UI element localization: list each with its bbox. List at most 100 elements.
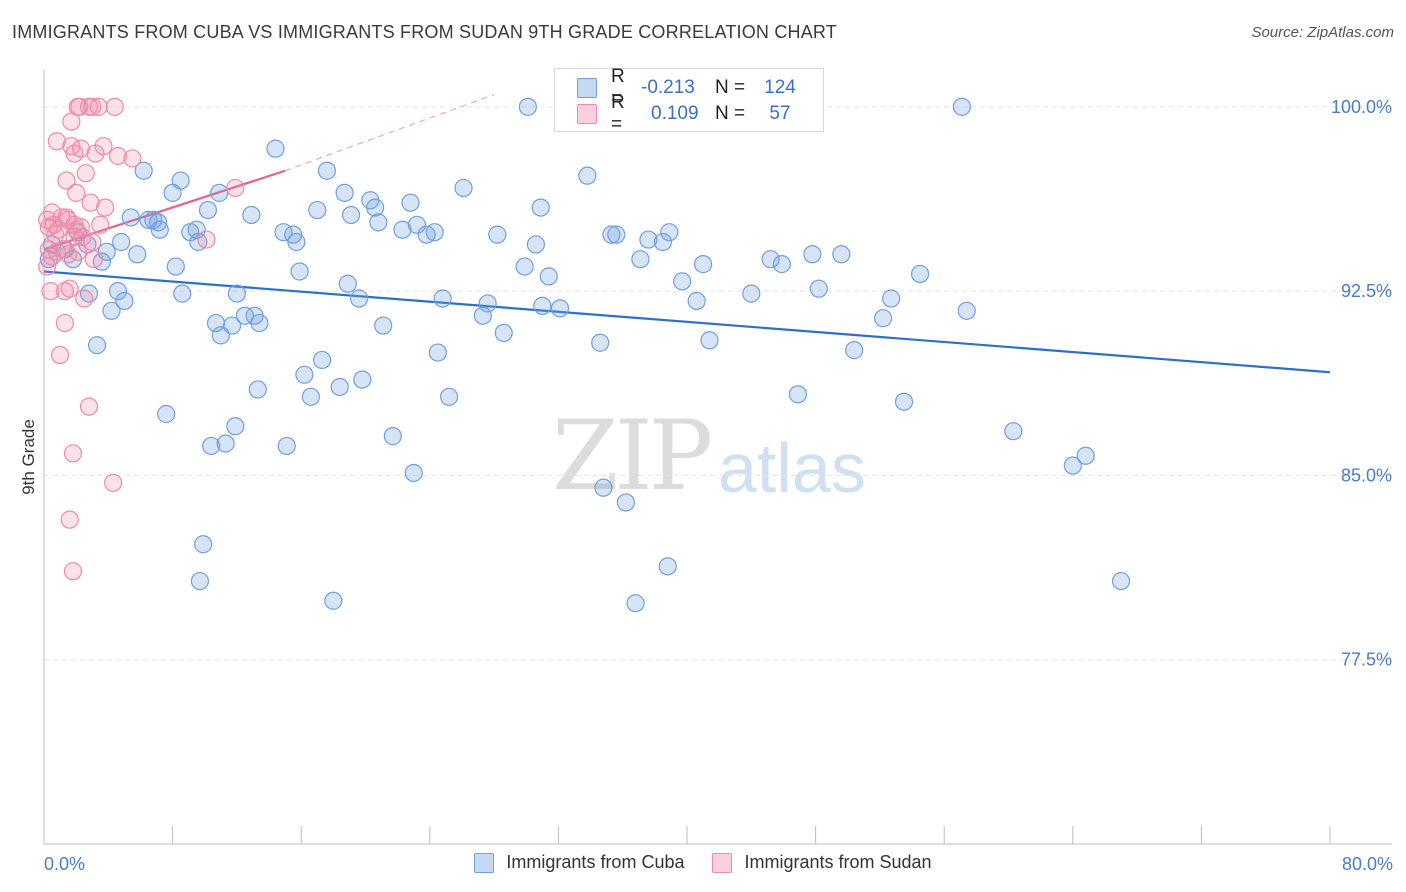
cuba-point — [166, 257, 185, 276]
cuba-point — [803, 245, 822, 264]
cuba-trend-line — [43, 270, 1331, 374]
cuba-point — [550, 299, 570, 318]
cuba-point — [518, 97, 537, 116]
cuba-point — [602, 225, 621, 244]
cuba-point — [673, 272, 692, 291]
legend-item-cuba[interactable]: Immigrants from Cuba — [474, 852, 684, 873]
data-points — [38, 97, 1131, 613]
cuba-point — [369, 213, 388, 232]
sudan-point — [38, 257, 57, 276]
sudan-point — [55, 313, 74, 333]
cuba-point — [660, 223, 679, 242]
cuba-point — [957, 301, 976, 320]
cuba-point — [194, 535, 213, 554]
cuba-point — [301, 387, 320, 406]
sudan-point — [104, 473, 123, 492]
sudan-point — [95, 198, 115, 217]
sudan-point — [123, 149, 142, 168]
cuba-point — [407, 215, 427, 234]
cuba-point — [761, 250, 780, 269]
cuba-point — [242, 205, 261, 225]
cuba-point — [653, 232, 672, 252]
cuba-point — [173, 284, 192, 303]
cuba-point — [626, 594, 645, 613]
cuba-point — [226, 417, 245, 436]
cuba-point — [404, 463, 423, 483]
cuba-point — [809, 279, 828, 298]
cuba-point — [393, 220, 412, 239]
cuba-point — [349, 289, 369, 308]
cuba-point — [216, 434, 235, 453]
cuba-point — [515, 257, 534, 276]
y-tick-label: 77.5% — [1341, 650, 1392, 670]
cuba-point — [591, 333, 610, 352]
y-tick-label: 85.0% — [1341, 465, 1392, 485]
sudan-legend-label: Immigrants from Sudan — [744, 852, 932, 872]
cuba-point — [910, 264, 930, 284]
cuba-point — [631, 250, 650, 269]
sudan-point — [68, 242, 87, 261]
sudan-legend-swatch — [712, 852, 733, 873]
cuba-point — [639, 230, 658, 249]
cuba-point — [250, 313, 269, 333]
cuba-point — [488, 225, 507, 244]
cuba-legend-label: Immigrants from Cuba — [506, 852, 685, 872]
cuba-point — [454, 178, 473, 198]
sudan-point — [73, 227, 92, 247]
cuba-point — [952, 97, 971, 116]
cuba-point — [533, 296, 552, 315]
sudan-point — [91, 215, 110, 234]
cuba-point — [290, 262, 309, 281]
sudan-point — [76, 164, 95, 183]
cuba-point — [383, 427, 402, 446]
cuba-point — [594, 478, 613, 497]
y-axis-title: 9th Grade — [19, 419, 38, 495]
sudan-point — [83, 232, 102, 252]
axes — [43, 70, 1392, 845]
sudan-point — [47, 132, 66, 151]
cuba-point — [190, 571, 210, 591]
y-tick-label: 100.0% — [1331, 97, 1392, 117]
cuba-point — [198, 200, 218, 220]
cuba-point — [832, 245, 851, 264]
watermark-atlas: atlas — [718, 429, 866, 507]
x-tick-label-min: 0.0% — [44, 854, 85, 874]
cuba-point — [531, 198, 550, 217]
chart-title: IMMIGRANTS FROM CUBA VS IMMIGRANTS FROM … — [12, 22, 837, 42]
sudan-point — [57, 171, 76, 190]
cuba-point — [210, 183, 229, 202]
cuba-point — [874, 309, 893, 328]
x-tick-label-max: 80.0% — [1342, 854, 1393, 874]
gridlines — [44, 106, 1392, 661]
cuba-point — [295, 365, 314, 384]
cuba-point — [742, 284, 761, 303]
cuba-point — [134, 161, 153, 180]
sudan-point — [84, 250, 103, 269]
sudan-point — [105, 97, 124, 116]
legend-item-sudan[interactable]: Immigrants from Sudan — [712, 852, 932, 873]
cuba-point — [494, 323, 513, 343]
legend-row-cuba: R = -0.213 N = 124 — [577, 66, 805, 109]
cuba-point — [401, 193, 420, 212]
cuba-point — [578, 166, 597, 185]
cuba-point — [658, 557, 677, 576]
cuba-point — [235, 306, 255, 325]
cuba-point — [222, 316, 242, 335]
cuba-point — [115, 291, 134, 311]
tick-labels: 77.5% 85.0% 92.5% 100.0% 0.0% 80.0% 9th Grade — [19, 97, 1393, 874]
sudan-n-label: N = — [715, 103, 746, 124]
sudan-r-label: R = — [611, 92, 625, 135]
cuba-point — [338, 274, 357, 293]
cuba-point — [353, 370, 372, 389]
cuba-point — [144, 210, 163, 229]
cuba-point — [1111, 571, 1131, 591]
cuba-point — [87, 336, 107, 355]
sudan-point — [67, 183, 86, 202]
sudan-point — [41, 282, 60, 301]
cuba-n-value: 124 — [764, 77, 796, 98]
cuba-point — [128, 245, 147, 264]
cuba-point — [478, 294, 497, 313]
cuba-point — [324, 591, 343, 610]
cuba-point — [102, 301, 121, 320]
cuba-point — [526, 235, 545, 254]
